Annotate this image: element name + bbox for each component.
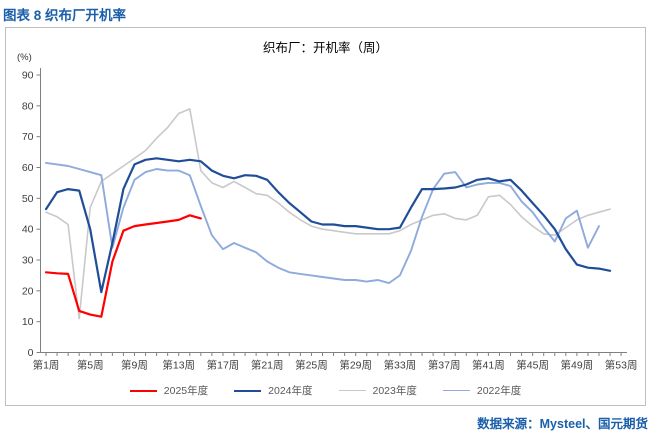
x-tick-label: 第53周 — [605, 359, 638, 372]
x-tick-label: 第29周 — [339, 359, 372, 372]
chart-title: 织布厂：开机率（周） — [262, 40, 388, 55]
x-tick-label: 第21周 — [251, 359, 284, 372]
y-tick-label: 70 — [22, 131, 34, 143]
data-source: 数据来源：Mysteel、国元期货 — [477, 417, 648, 431]
y-tick-label: 90 — [22, 70, 34, 82]
y-axis-unit-label: (%) — [17, 52, 32, 63]
x-tick-label: 第33周 — [384, 359, 417, 372]
x-tick-label: 第13周 — [162, 359, 195, 372]
legend-item-2022年度: 2022年度 — [442, 383, 522, 398]
x-tick-label: 第49周 — [561, 359, 594, 372]
y-tick-label: 20 — [22, 285, 34, 297]
legend-line-swatch — [338, 390, 366, 391]
legend-label: 2022年度 — [476, 385, 522, 397]
y-tick-label: 30 — [22, 255, 34, 267]
legend-line-swatch — [234, 389, 262, 392]
x-tick-label: 第9周 — [121, 359, 148, 372]
x-tick-label: 第25周 — [295, 359, 328, 372]
series-line-2022年度 — [45, 161, 600, 285]
x-tick-label: 第37周 — [428, 359, 461, 372]
series-line-2025年度 — [44, 214, 202, 318]
y-tick-label: 40 — [22, 224, 34, 236]
y-tick-label: 10 — [22, 316, 34, 328]
legend-label: 2024年度 — [268, 385, 313, 397]
legend-item-2025年度: 2025年度 — [129, 383, 209, 398]
series-line-2024年度 — [44, 157, 612, 294]
x-tick-label: 第5周 — [77, 359, 104, 372]
series-line-2023年度 — [45, 108, 611, 320]
chart-panel: 织布厂：开机率（周） (%) 0 10 20 30 40 50 60 70 80 90 第1周 第5周… — [5, 27, 646, 406]
y-tick-label: 60 — [22, 162, 34, 174]
legend-item-2024年度: 2024年度 — [234, 383, 313, 398]
legend-label: 2023年度 — [372, 385, 417, 397]
legend-item-2023年度: 2023年度 — [338, 383, 417, 398]
x-tick-label: 第17周 — [207, 359, 240, 372]
line-chart: 0 10 20 30 40 50 60 70 80 90 第1周 第5周 第9周 第13周 第17周 第21周… — [22, 68, 638, 372]
legend-line-swatch — [129, 389, 157, 392]
page-title: 图表 8 织布厂开机率 — [3, 8, 127, 23]
chart-legend: 2025年度 2024年度 2023年度 2022年度 — [6, 383, 645, 398]
x-tick-label: 第1周 — [33, 359, 60, 372]
x-tick-label: 第45周 — [516, 359, 549, 372]
legend-line-swatch — [442, 390, 470, 391]
y-tick-label: 50 — [22, 193, 34, 205]
y-tick-label: 0 — [28, 347, 34, 359]
y-tick-label: 80 — [22, 100, 34, 112]
legend-label: 2025年度 — [163, 385, 209, 397]
x-tick-label: 第41周 — [472, 359, 505, 372]
